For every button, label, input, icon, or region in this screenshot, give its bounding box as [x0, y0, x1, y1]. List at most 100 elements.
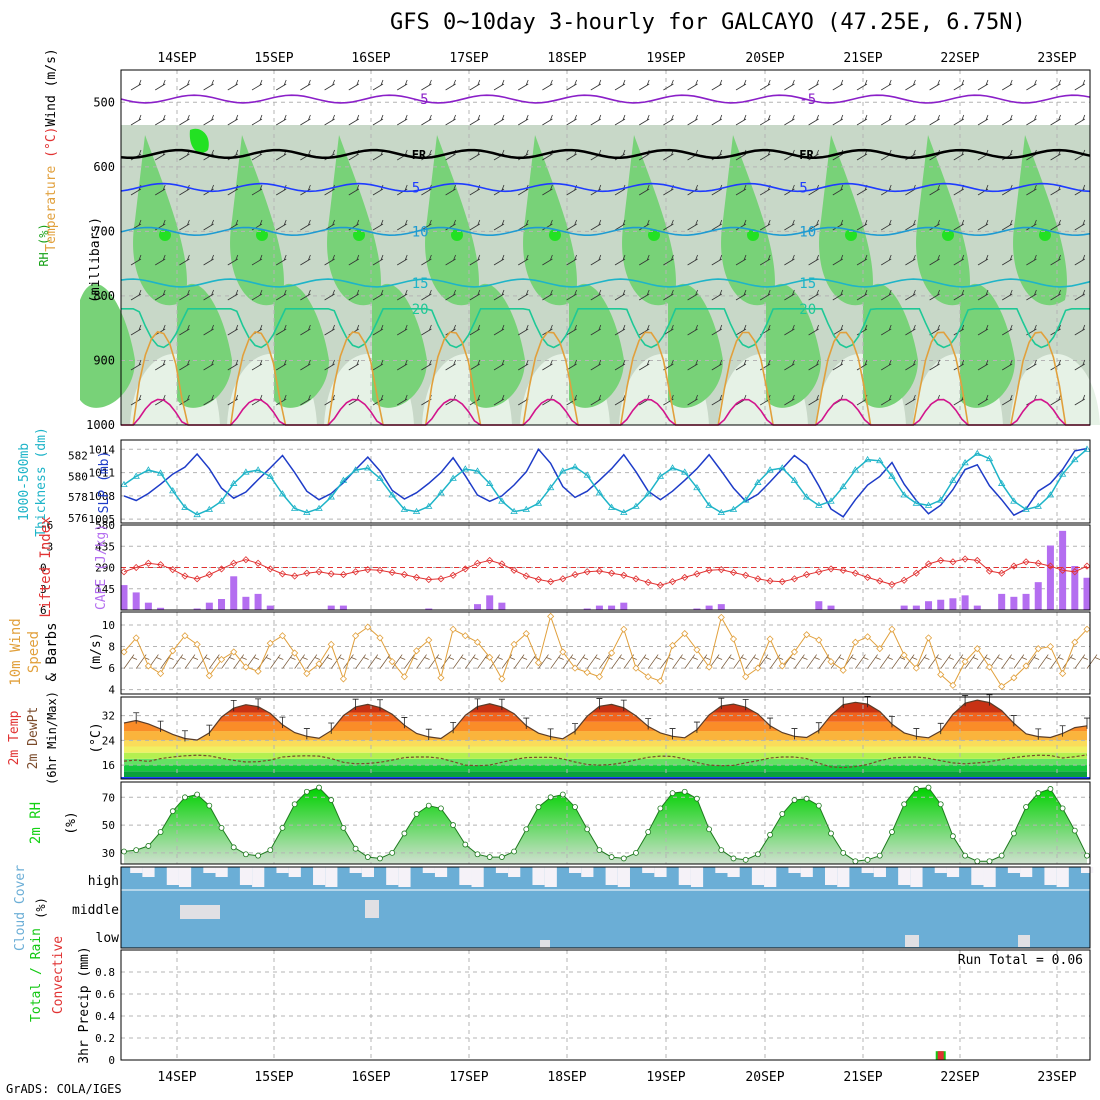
wind-barb	[300, 394, 311, 406]
thickness-line	[123, 448, 1088, 516]
dewpt-axis-label: 2m DewPt	[26, 707, 41, 770]
temp-minmax-bar	[206, 724, 213, 736]
wind-barb	[638, 254, 650, 266]
temp-minmax-bar	[230, 700, 237, 712]
thickness-point	[473, 467, 482, 474]
thickness-point	[412, 507, 421, 514]
lifted-index-point	[998, 569, 1006, 577]
cape-bar	[132, 592, 140, 610]
thickness-point	[863, 455, 872, 463]
rh-moist-area	[1013, 135, 1067, 306]
rh2m-point	[791, 797, 798, 803]
lifted-index-point	[522, 572, 530, 580]
lifted-index-point	[729, 568, 738, 577]
wind-barb	[542, 184, 553, 196]
temp-band	[124, 765, 1087, 772]
wind-barb	[808, 114, 819, 126]
wind-barb	[517, 324, 529, 336]
wind-speed-point	[1071, 638, 1079, 646]
lifted-index-point	[754, 575, 762, 583]
cape-bar	[925, 601, 933, 610]
wind-barb	[517, 219, 529, 231]
lifted-index-point	[315, 568, 323, 576]
wind-barb	[832, 359, 844, 371]
wind-speed-line	[123, 614, 1088, 688]
wind-barb	[542, 359, 553, 371]
wind-speed-point	[1059, 669, 1067, 678]
cape-bar	[998, 593, 1006, 610]
wind-barb	[711, 324, 723, 336]
wind-barb	[445, 254, 456, 266]
cape-bar	[205, 602, 213, 610]
rh2m-point	[377, 855, 383, 862]
wind-barb	[929, 79, 940, 91]
temp-band	[124, 746, 1087, 753]
wind-speed-point	[278, 632, 287, 640]
wind-barb	[203, 394, 214, 406]
wind-barb-10m	[928, 654, 942, 669]
wind-speed-point	[510, 640, 518, 648]
cape-bar	[1034, 582, 1042, 610]
rh-saturated-spot	[451, 229, 463, 241]
lifted-index-point	[339, 571, 347, 579]
wind-barb	[130, 324, 142, 336]
lifted-index-point	[851, 569, 859, 577]
lifted-index-point	[815, 568, 823, 576]
wind-speed-point	[595, 673, 603, 681]
precip-tick-label: 0.6	[95, 988, 115, 1001]
rh-saturated-spot	[845, 229, 857, 241]
wind-barb	[808, 324, 819, 336]
wind-speed-point	[827, 658, 835, 666]
wind-axis-label: 10m Wind	[8, 618, 24, 685]
lifted-index-point	[425, 575, 433, 584]
wind-barb-10m	[452, 654, 467, 669]
wind-barb	[275, 79, 287, 91]
rh2m-point	[157, 829, 164, 835]
rh2m-point	[584, 826, 591, 833]
wind-barb-10m	[404, 654, 418, 669]
lifted-index-point	[827, 565, 835, 573]
temp-minmax-bar	[718, 697, 725, 710]
wind-speed-point	[583, 668, 591, 676]
wind-barb	[445, 184, 456, 196]
date-label-top: 19SEP	[646, 51, 685, 66]
wind-barb	[566, 254, 577, 266]
rh2m-point	[937, 801, 944, 808]
wind-barb	[711, 359, 723, 371]
wind-barb-10m	[696, 654, 711, 669]
wind-barb	[638, 219, 650, 231]
wind-barb	[179, 324, 190, 336]
cape-tick-label: 580	[95, 519, 115, 532]
thickness-point	[156, 469, 165, 476]
wind-speed-point	[376, 634, 384, 642]
cloud-high-gap	[508, 867, 521, 877]
wind-barb	[977, 394, 989, 406]
lifted-index-point	[242, 556, 250, 564]
wind-barb	[880, 254, 892, 266]
wind-barb	[663, 184, 674, 196]
wind-barb	[469, 114, 481, 126]
lifted-index-point	[1034, 559, 1042, 567]
wind-barb	[179, 219, 190, 231]
rh-saturated-spot	[1039, 229, 1051, 241]
wind-barb-10m	[440, 654, 455, 669]
rh-moist-area	[916, 135, 970, 306]
wind-barb	[1026, 254, 1037, 266]
wind-barb	[832, 254, 844, 266]
rh2m-point	[328, 797, 335, 803]
wind-speed-point	[437, 674, 445, 682]
wind-speed-point	[291, 649, 299, 657]
temp-contour-label: 20	[412, 302, 429, 318]
wind-barb	[396, 219, 408, 231]
wind-barb-10m	[1074, 654, 1088, 669]
wind-barb	[808, 359, 819, 371]
rh2m-point	[1035, 790, 1042, 797]
wind-barb	[130, 114, 142, 126]
cloud-frame	[120, 866, 1091, 949]
wind-barb	[663, 79, 674, 91]
wind-barb	[784, 114, 795, 126]
thickness-point	[1058, 470, 1067, 477]
rh-saturated-spot	[189, 128, 209, 154]
temp-minmax-bar	[669, 728, 676, 740]
thickness-point	[900, 491, 908, 498]
